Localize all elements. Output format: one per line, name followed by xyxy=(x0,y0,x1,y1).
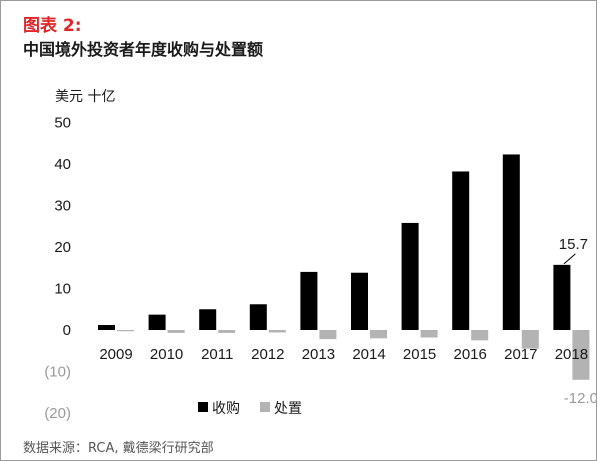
acquisition-bar xyxy=(351,272,368,330)
acquisition-bar xyxy=(452,171,470,330)
disposal-bar xyxy=(370,330,387,339)
annotation-leader-line xyxy=(563,253,576,265)
source-note: 数据来源：RCA, 戴德梁行研究部 xyxy=(23,441,214,456)
acquisition-bar xyxy=(199,309,217,330)
x-tick-label: 2015 xyxy=(403,346,436,363)
acquisition-bar xyxy=(401,222,419,330)
legend-label-disposal: 处置 xyxy=(274,401,302,417)
acquisition-bar xyxy=(300,271,318,330)
acquisition-bar xyxy=(148,314,166,330)
disposal-bar xyxy=(521,330,539,349)
legend-swatch-acquisition xyxy=(198,402,208,412)
x-tick-label: 2014 xyxy=(352,346,385,363)
y-tick-label: (10) xyxy=(44,364,71,381)
acquisition-bar xyxy=(98,325,115,330)
disposal-bar xyxy=(167,330,185,333)
y-tick-label: 40 xyxy=(54,156,71,173)
y-axis-unit-label: 美元 十亿 xyxy=(55,89,116,105)
y-tick-label: 50 xyxy=(54,115,71,132)
y-tick-label: 20 xyxy=(54,239,71,256)
figure-title: 中国境外投资者年度收购与处置额 xyxy=(23,40,264,59)
disposal-bar xyxy=(471,330,489,341)
x-tick-label: 2016 xyxy=(454,346,487,363)
y-tick-label: 10 xyxy=(54,281,71,298)
disposal-bar xyxy=(218,330,236,333)
acquisition-bar xyxy=(249,304,267,330)
y-tick-label: 0 xyxy=(63,322,71,339)
data-label-disposal-2018: -12.0 xyxy=(564,390,596,407)
disposal-bar xyxy=(420,330,438,338)
x-tick-label: 2013 xyxy=(302,346,335,363)
y-tick-label: 30 xyxy=(54,198,71,215)
acquisition-bar xyxy=(502,154,520,330)
x-tick-label: 2010 xyxy=(150,346,183,363)
disposal-bar xyxy=(268,330,286,333)
disposal-bar xyxy=(117,330,134,332)
legend-label-acquisition: 收购 xyxy=(212,401,240,417)
data-label-acquisition-2018: 15.7 xyxy=(559,236,588,253)
figure-label: 图表 2: xyxy=(23,16,82,36)
x-tick-label: 2012 xyxy=(251,346,284,363)
acquisition-bar xyxy=(553,264,571,330)
x-tick-label: 2009 xyxy=(99,346,132,363)
disposal-bar xyxy=(572,330,590,380)
x-tick-label: 2011 xyxy=(201,346,233,363)
disposal-bar xyxy=(319,330,337,340)
y-tick-label: (20) xyxy=(44,405,71,422)
legend-swatch-disposal xyxy=(260,402,270,412)
x-tick-label: 2017 xyxy=(504,346,537,363)
x-tick-label: 2018 xyxy=(555,346,588,363)
